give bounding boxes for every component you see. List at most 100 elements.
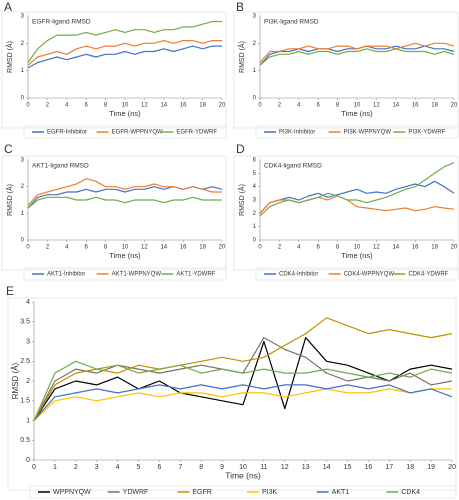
y-tick-label: 2.5 [20,358,30,365]
x-tick-label: 18 [431,103,438,109]
x-tick-label: 2 [46,245,50,251]
x-tick-label: 20 [451,245,458,251]
panel-label: D [236,142,245,156]
x-tick-label: 7 [178,464,182,471]
legend-label: CDK4 [401,489,420,496]
x-axis-label: Time (ns) [109,251,141,260]
y-tick-label: 0 [26,457,30,464]
legend-label: AKT1-Inhibitor [47,272,85,278]
x-tick-label: 12 [141,245,148,251]
x-tick-label: 8 [336,103,340,109]
y-tick-label: 5 [253,171,257,177]
x-tick-label: 20 [219,103,226,109]
x-tick-label: 18 [406,464,414,471]
y-tick-label: 3 [21,158,25,164]
x-tick-label: 12 [281,464,289,471]
y-tick-label: 0 [21,96,25,102]
x-tick-label: 14 [392,103,399,109]
legend-label: PI3K-YDWRF [408,130,445,136]
y-axis-label: RMSD (Å) [11,362,20,399]
x-tick-label: 0 [258,103,262,109]
x-tick-label: 18 [431,245,438,251]
legend-label: CDK4-Inhibitor [279,272,318,278]
x-axis-label: Time (ns) [341,109,373,118]
legend-box [255,267,459,281]
panel-frame [233,155,459,271]
legend-label: PI3K-WPPNYQW [344,130,392,136]
chart-title: AKT1-ligand RMSD [32,163,89,170]
legend-label: PI3K-Inhibitor [279,130,315,136]
y-tick-label: 0.5 [20,437,30,444]
x-tick-label: 0 [258,245,262,251]
panel-frame [1,11,227,129]
y-tick-label: 3 [26,338,30,345]
legend-label: EGFR-WPPNYQW [112,130,163,136]
x-tick-label: 4 [65,103,69,109]
series-line [259,162,455,217]
x-tick-label: 4 [297,103,301,109]
x-tick-label: 2 [46,103,50,109]
panel-frame [7,297,457,491]
series-line [27,196,222,209]
y-axis-label: RMSD (Å) [237,184,246,216]
legend-box [23,267,227,281]
x-tick-label: 0 [26,103,30,109]
x-tick-label: 10 [354,245,361,251]
y-tick-label: 0 [253,238,257,244]
x-tick-label: 17 [385,464,393,471]
series-line [27,20,222,63]
legend-label: EGFR [192,489,211,496]
panel-frame [233,11,459,129]
x-tick-label: 8 [199,464,203,471]
chart-title: PI3K-ligand RMSD [264,19,319,26]
y-tick-label: 6 [253,158,257,164]
series-line [259,42,455,63]
x-tick-label: 18 [199,103,206,109]
series-line [33,317,453,421]
series-line [33,337,453,421]
x-tick-label: 20 [451,103,458,109]
x-tick-label: 15 [344,464,352,471]
chart-title: EGFR-ligand RMSD [32,19,91,26]
y-tick-label: 2 [26,378,30,385]
series-line [259,48,455,66]
x-tick-label: 14 [392,245,399,251]
x-tick-label: 12 [373,103,380,109]
y-tick-label: 1 [21,68,25,74]
x-tick-label: 20 [219,245,226,251]
y-tick-label: 2 [253,41,257,47]
x-tick-label: 14 [160,103,167,109]
x-tick-label: 8 [104,103,108,109]
legend-box [255,125,459,139]
x-tick-label: 4 [297,245,301,251]
series-line [259,195,455,214]
y-tick-label: 4 [253,184,257,190]
x-tick-label: 14 [160,245,167,251]
x-tick-label: 1 [53,464,57,471]
x-tick-label: 11 [260,464,267,471]
x-tick-label: 3 [95,464,99,471]
y-tick-label: 1 [253,68,257,74]
x-tick-label: 12 [373,245,380,251]
x-tick-label: 12 [141,103,148,109]
series-line [27,45,222,69]
legend-label: EGFR-YDWRF [176,130,217,136]
legend-label: CDK4-WPPNYQW [344,272,395,278]
y-tick-label: 2 [21,41,25,47]
y-tick-label: 0 [253,96,257,102]
x-tick-label: 14 [323,464,331,471]
x-tick-label: 6 [317,103,321,109]
series-line [259,180,455,214]
legend-label: PI3K [262,489,278,496]
x-tick-label: 2 [278,245,282,251]
x-tick-label: 10 [122,103,129,109]
legend-label: EGFR-Inhibitor [47,130,87,136]
y-tick-label: 3 [253,198,257,204]
x-tick-label: 19 [427,464,435,471]
x-tick-label: 2 [74,464,78,471]
y-tick-label: 1 [21,211,25,217]
x-tick-label: 13 [302,464,310,471]
x-tick-label: 0 [26,245,30,251]
x-tick-label: 4 [116,464,120,471]
x-axis-label: Time (ns) [109,109,141,118]
